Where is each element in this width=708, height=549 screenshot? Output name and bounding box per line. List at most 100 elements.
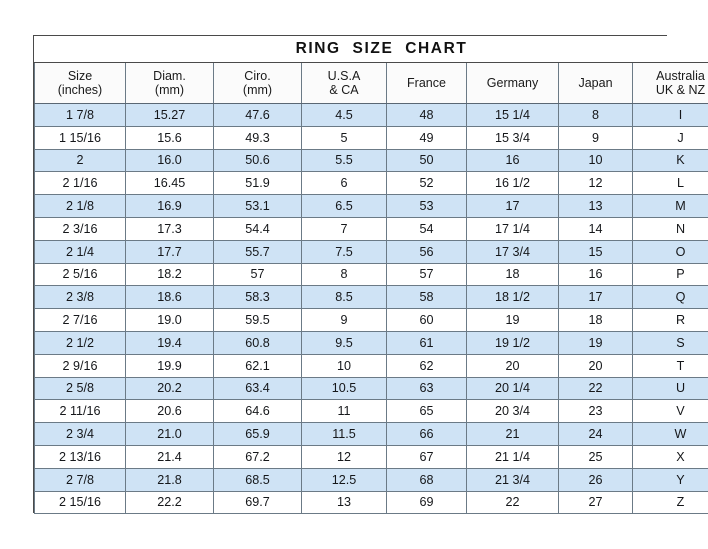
table-cell: 13 bbox=[558, 194, 633, 218]
table-cell: J bbox=[632, 125, 708, 150]
table-row: 2 1/2 19.4 60.8 9.5 61 19 1/2 19 S bbox=[34, 330, 708, 355]
table-cell: 13 bbox=[301, 490, 387, 515]
table-cell: 59.5 bbox=[213, 308, 302, 332]
table-cell: 21.8 bbox=[125, 467, 214, 492]
table-cell: 2 1/16 bbox=[34, 171, 126, 196]
table-cell: 62.1 bbox=[213, 353, 302, 378]
table-cell: 21 bbox=[466, 422, 559, 446]
column-header-sublabel: (inches) bbox=[57, 83, 103, 97]
table-cell: V bbox=[632, 399, 708, 424]
table-cell: Y bbox=[632, 467, 708, 492]
column-header-8: Australia UK & NZ bbox=[632, 62, 708, 104]
table-cell: 50.6 bbox=[213, 148, 302, 173]
table-cell: X bbox=[632, 444, 708, 469]
table-cell: 8 bbox=[301, 262, 387, 287]
table-cell: 2 13/16 bbox=[34, 444, 126, 469]
table-cell: 17 1/4 bbox=[466, 216, 559, 241]
table-cell: 11.5 bbox=[301, 422, 387, 446]
table-cell: 69.7 bbox=[213, 490, 302, 515]
table-cell: 57 bbox=[386, 262, 467, 287]
table-cell: 63.4 bbox=[213, 376, 302, 401]
table-cell: 9 bbox=[301, 308, 387, 332]
table-cell: 22.2 bbox=[125, 490, 214, 515]
table-cell: 1 7/8 bbox=[34, 103, 126, 127]
table-cell: W bbox=[632, 422, 708, 446]
column-header-label: Japan bbox=[578, 76, 613, 90]
column-header-4: U.S.A & CA bbox=[301, 62, 387, 104]
page-title: RING SIZE CHART bbox=[295, 40, 468, 57]
column-header-1: Size (inches) bbox=[34, 62, 126, 104]
table-cell: 17.7 bbox=[125, 239, 214, 264]
table-cell: 18 bbox=[558, 308, 633, 332]
table-cell: 19 bbox=[558, 330, 633, 355]
table-row: 1 15/16 15.6 49.3 5 49 15 3/4 9 J bbox=[34, 125, 708, 150]
table-cell: 51.9 bbox=[213, 171, 302, 196]
table-cell: 20 bbox=[466, 353, 559, 378]
table-cell: 54 bbox=[386, 216, 467, 241]
table-cell: 6.5 bbox=[301, 194, 387, 218]
table-cell: 16 1/2 bbox=[466, 171, 559, 196]
table-cell: 2 1/8 bbox=[34, 194, 126, 218]
table-cell: 19.0 bbox=[125, 308, 214, 332]
table-cell: 21.4 bbox=[125, 444, 214, 469]
ring-size-table: RING SIZE CHART Size (inches) Diam. (mm) Cir… bbox=[34, 36, 708, 515]
table-cell: 61 bbox=[386, 330, 467, 355]
table-cell: 10 bbox=[301, 353, 387, 378]
table-cell: 15.27 bbox=[125, 103, 214, 127]
table-cell: 16 bbox=[466, 148, 559, 173]
table-cell: 8.5 bbox=[301, 285, 387, 310]
table-cell: 19.9 bbox=[125, 353, 214, 378]
table-cell: 48 bbox=[386, 103, 467, 127]
table-row: 2 9/16 19.9 62.1 10 62 20 20 T bbox=[34, 353, 708, 378]
table-row: 2 1/8 16.9 53.1 6.5 53 17 13 M bbox=[34, 194, 708, 218]
table-cell: 15.6 bbox=[125, 125, 214, 150]
table-cell: 5.5 bbox=[301, 148, 387, 173]
column-header-3: Ciro. (mm) bbox=[213, 62, 302, 104]
column-header-7: Japan bbox=[558, 62, 633, 104]
column-header-label: France bbox=[407, 76, 446, 90]
table-cell: 21.0 bbox=[125, 422, 214, 446]
table-cell: 12.5 bbox=[301, 467, 387, 492]
table-cell: 16.0 bbox=[125, 148, 214, 173]
table-cell: 50 bbox=[386, 148, 467, 173]
table-cell: 1 15/16 bbox=[34, 125, 126, 150]
table-header-row: Size (inches) Diam. (mm) Ciro. (mm) U.S.A & CA F… bbox=[34, 62, 708, 104]
column-header-label: Ciro. bbox=[244, 69, 271, 83]
table-cell: 53 bbox=[386, 194, 467, 218]
table-cell: 68 bbox=[386, 467, 467, 492]
table-cell: 10.5 bbox=[301, 376, 387, 401]
table-cell: 18 bbox=[466, 262, 559, 287]
table-cell: 2 7/8 bbox=[34, 467, 126, 492]
table-cell: 62 bbox=[386, 353, 467, 378]
table-cell: 15 bbox=[558, 239, 633, 264]
table-cell: 18.2 bbox=[125, 262, 214, 287]
table-cell: 57 bbox=[213, 262, 302, 287]
table-cell: 8 bbox=[558, 103, 633, 127]
table-cell: 54.4 bbox=[213, 216, 302, 241]
table-cell: 58.3 bbox=[213, 285, 302, 310]
table-cell: 18 1/2 bbox=[466, 285, 559, 310]
table-cell: 2 bbox=[34, 148, 126, 173]
table-cell: 24 bbox=[558, 422, 633, 446]
table-cell: 69 bbox=[386, 490, 467, 515]
table-cell: 65 bbox=[386, 399, 467, 424]
table-cell: 4.5 bbox=[301, 103, 387, 127]
column-header-label: Size bbox=[67, 69, 93, 83]
table-cell: K bbox=[632, 148, 708, 173]
table-cell: 20 3/4 bbox=[466, 399, 559, 424]
table-cell: 67.2 bbox=[213, 444, 302, 469]
table-cell: I bbox=[632, 103, 708, 127]
table-row: 2 13/16 21.4 67.2 12 67 21 1/4 25 X bbox=[34, 444, 708, 469]
table-cell: 11 bbox=[301, 399, 387, 424]
table-cell: 15 3/4 bbox=[466, 125, 559, 150]
table-row: 2 16.0 50.6 5.5 50 16 10 K bbox=[34, 148, 708, 173]
table-row: 2 5/16 18.2 57 8 57 18 16 P bbox=[34, 262, 708, 287]
table-cell: T bbox=[632, 353, 708, 378]
table-cell: 68.5 bbox=[213, 467, 302, 492]
table-cell: 22 bbox=[558, 376, 633, 401]
table-cell: 27 bbox=[558, 490, 633, 515]
table-cell: 12 bbox=[558, 171, 633, 196]
table-cell: 53.1 bbox=[213, 194, 302, 218]
table-row: 2 1/16 16.45 51.9 6 52 16 1/2 12 L bbox=[34, 171, 708, 196]
column-header-label: Diam. bbox=[153, 69, 186, 83]
